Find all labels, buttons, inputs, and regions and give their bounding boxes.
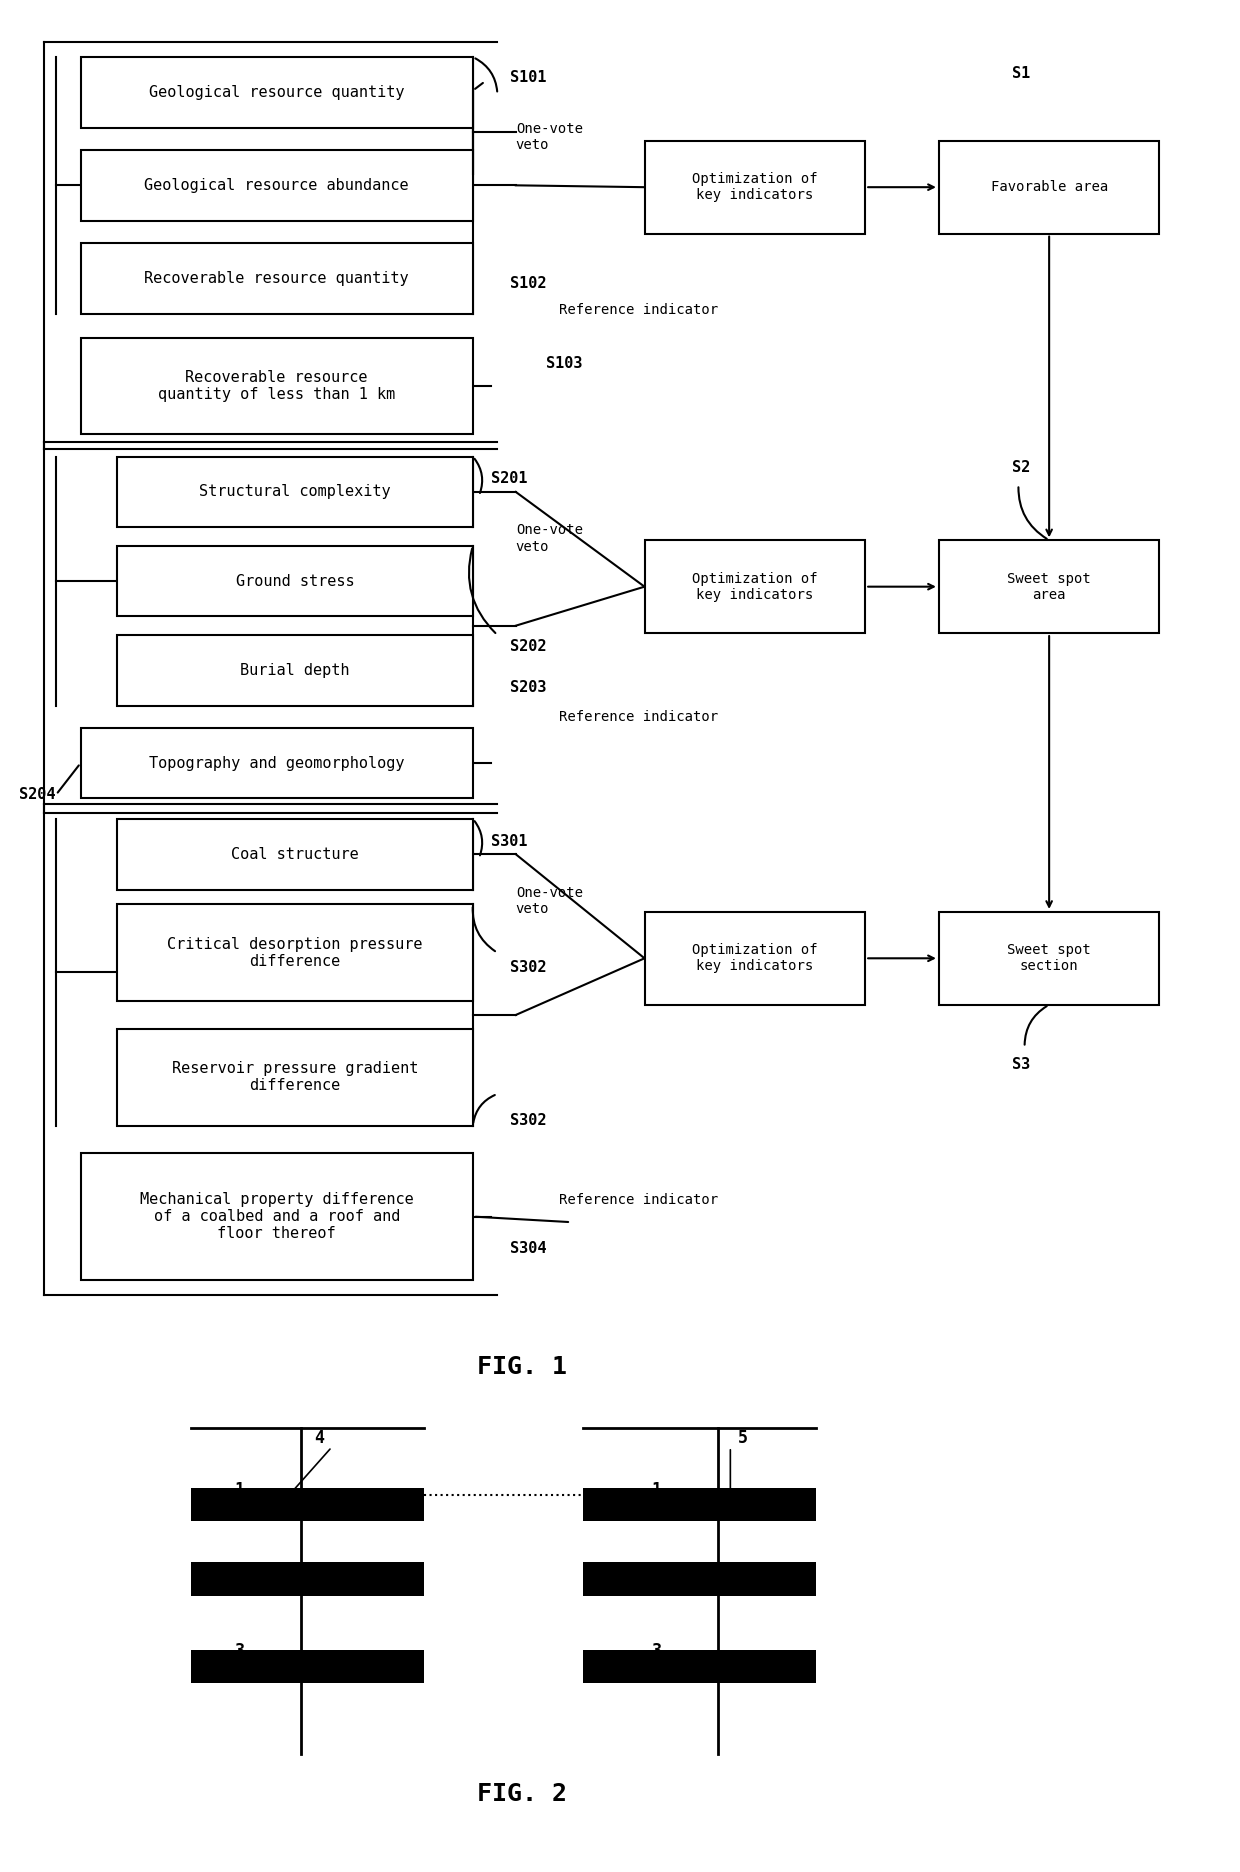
Text: FIG. 1: FIG. 1: [477, 1355, 567, 1380]
FancyBboxPatch shape: [191, 1649, 424, 1683]
Text: One-vote
veto: One-vote veto: [516, 122, 583, 152]
Text: 4: 4: [315, 1428, 325, 1447]
Text: Reference indicator: Reference indicator: [559, 709, 718, 724]
Text: Optimization of
key indicators: Optimization of key indicators: [692, 571, 817, 601]
Text: S302: S302: [510, 960, 546, 975]
Text: Ground stress: Ground stress: [236, 573, 355, 588]
Text: Optimization of
key indicators: Optimization of key indicators: [692, 172, 817, 202]
FancyBboxPatch shape: [118, 904, 472, 1002]
FancyBboxPatch shape: [81, 337, 472, 434]
Text: Coal structure: Coal structure: [231, 846, 358, 861]
Text: S304: S304: [510, 1241, 546, 1256]
Text: S1: S1: [1012, 66, 1030, 80]
Text: 2: 2: [652, 1563, 662, 1580]
Text: S103: S103: [547, 356, 583, 371]
Text: S2: S2: [1012, 461, 1030, 475]
Text: S302: S302: [510, 1112, 546, 1127]
FancyBboxPatch shape: [939, 140, 1159, 234]
FancyBboxPatch shape: [81, 150, 472, 221]
Text: 2: 2: [234, 1563, 246, 1580]
Text: Critical desorption pressure
difference: Critical desorption pressure difference: [167, 936, 423, 970]
FancyBboxPatch shape: [81, 58, 472, 127]
FancyBboxPatch shape: [118, 635, 472, 706]
Text: Burial depth: Burial depth: [241, 663, 350, 678]
FancyBboxPatch shape: [118, 818, 472, 889]
Text: 3: 3: [652, 1642, 662, 1660]
Text: Reference indicator: Reference indicator: [559, 1192, 718, 1207]
Text: Mechanical property difference
of a coalbed and a roof and
floor thereof: Mechanical property difference of a coal…: [140, 1192, 414, 1241]
FancyBboxPatch shape: [583, 1649, 816, 1683]
Text: Recoverable resource
quantity of less than 1 km: Recoverable resource quantity of less th…: [157, 371, 396, 402]
FancyBboxPatch shape: [645, 912, 866, 1005]
Text: Optimization of
key indicators: Optimization of key indicators: [692, 943, 817, 973]
FancyBboxPatch shape: [191, 1488, 424, 1522]
Text: Favorable area: Favorable area: [991, 180, 1107, 195]
Text: One-vote
veto: One-vote veto: [516, 524, 583, 554]
Text: Geological resource quantity: Geological resource quantity: [149, 84, 404, 99]
FancyBboxPatch shape: [645, 140, 866, 234]
Text: Reservoir pressure gradient
difference: Reservoir pressure gradient difference: [172, 1061, 418, 1093]
Text: S204: S204: [19, 788, 56, 803]
FancyBboxPatch shape: [939, 912, 1159, 1005]
Text: Recoverable resource quantity: Recoverable resource quantity: [144, 271, 409, 286]
Text: S101: S101: [510, 69, 546, 84]
Text: 5: 5: [738, 1428, 748, 1447]
Text: One-vote
veto: One-vote veto: [516, 885, 583, 915]
FancyBboxPatch shape: [118, 547, 472, 616]
Text: S3: S3: [1012, 1058, 1030, 1073]
Text: Structural complexity: Structural complexity: [200, 485, 391, 500]
Text: Reference indicator: Reference indicator: [559, 303, 718, 316]
FancyBboxPatch shape: [118, 457, 472, 528]
Text: FIG. 2: FIG. 2: [477, 1782, 567, 1806]
FancyBboxPatch shape: [939, 541, 1159, 633]
Text: S201: S201: [491, 472, 528, 487]
Text: 1: 1: [652, 1481, 662, 1499]
Text: Sweet spot
area: Sweet spot area: [1007, 571, 1091, 601]
Text: Geological resource abundance: Geological resource abundance: [144, 178, 409, 193]
Text: Topography and geomorphology: Topography and geomorphology: [149, 756, 404, 771]
FancyBboxPatch shape: [81, 1153, 472, 1280]
Text: S301: S301: [491, 833, 528, 848]
Text: 3: 3: [234, 1642, 246, 1660]
FancyBboxPatch shape: [118, 1030, 472, 1125]
FancyBboxPatch shape: [81, 728, 472, 799]
FancyBboxPatch shape: [191, 1561, 424, 1595]
FancyBboxPatch shape: [583, 1488, 816, 1522]
Text: S203: S203: [510, 680, 546, 695]
Text: S102: S102: [510, 277, 546, 292]
FancyBboxPatch shape: [81, 243, 472, 313]
Text: S202: S202: [510, 638, 546, 653]
Text: Sweet spot
section: Sweet spot section: [1007, 943, 1091, 973]
FancyBboxPatch shape: [583, 1561, 816, 1595]
FancyBboxPatch shape: [645, 541, 866, 633]
Text: 1: 1: [234, 1481, 246, 1499]
